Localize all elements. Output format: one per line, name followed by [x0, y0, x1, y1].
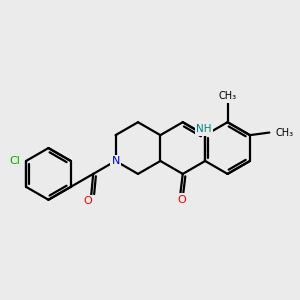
- Text: Cl: Cl: [10, 156, 20, 166]
- Text: N: N: [111, 156, 120, 166]
- Text: NH: NH: [196, 124, 212, 134]
- Text: O: O: [84, 196, 92, 206]
- Text: CH₃: CH₃: [218, 92, 237, 101]
- Text: CH₃: CH₃: [276, 128, 294, 138]
- Text: O: O: [177, 195, 186, 205]
